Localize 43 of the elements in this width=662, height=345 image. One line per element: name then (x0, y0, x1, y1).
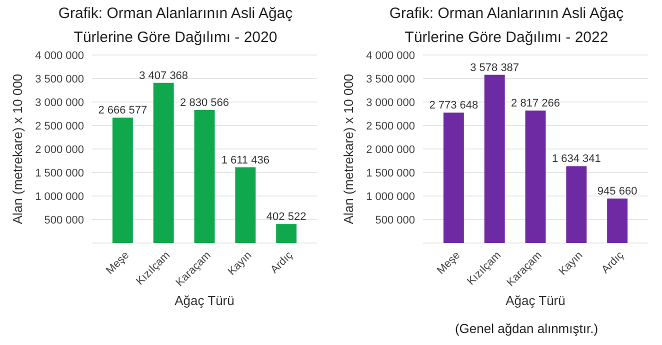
x-axis-title: Ağaç Türü (174, 293, 234, 308)
data-label: 3 578 387 (470, 62, 520, 74)
y-tick-label: 3 000 000 (366, 96, 415, 109)
bar (153, 82, 174, 243)
data-label: 945 660 (597, 186, 638, 198)
y-tick-label: 2 000 000 (35, 144, 84, 156)
chart-title: Grafik: Orman Alanlarının Asli Ağaç Türlerine Göre Dağılımı - 2020 (58, 5, 294, 46)
data-label: 1 611 436 (221, 154, 270, 166)
y-tick-label: 1 500 000 (35, 167, 84, 180)
y-tick-label: 2 500 000 (366, 120, 415, 132)
bar (235, 167, 256, 243)
y-tick-label: 2 000 000 (366, 144, 415, 156)
data-label: 2 817 266 (511, 98, 560, 110)
data-label: 2 773 648 (429, 100, 478, 112)
y-tick-label: 4 000 000 (35, 50, 84, 62)
data-label: 2 666 577 (98, 104, 148, 117)
y-tick-label: 2 500 000 (35, 120, 84, 132)
y-tick-label: 3 500 000 (366, 73, 415, 86)
bar (443, 112, 464, 243)
y-tick-label: 1 000 000 (366, 190, 415, 203)
chart-title: Grafik: Orman Alanlarının Asli Ağaç Türlerine Göre Dağılımı - 2022 (389, 5, 624, 46)
y-axis-title: Alan (metrekare) x 10 000 (10, 74, 25, 224)
bar (525, 110, 546, 243)
y-tick-label: 500 000 (44, 214, 84, 226)
text: (Genel ağdan alınmıştır.) (454, 321, 598, 336)
y-tick-label: 1 000 000 (35, 190, 84, 203)
y-tick-label: 3 000 000 (35, 96, 84, 109)
y-axis-title: Alan (metrekare) x 10 000 (341, 74, 356, 224)
data-label: 3 407 368 (139, 70, 188, 82)
y-tick-label: 3 500 000 (35, 73, 84, 86)
bar (276, 224, 297, 243)
y-tick-label: 4 000 000 (366, 50, 415, 62)
x-axis-title: Ağaç Türü (506, 293, 566, 308)
data-label: 402 522 (266, 211, 306, 224)
y-tick-label: 1 500 000 (366, 167, 415, 180)
bar (112, 118, 133, 243)
bar (484, 74, 505, 243)
data-label: 1 634 341 (552, 153, 601, 166)
data-label: 2 830 566 (180, 96, 229, 109)
bar (194, 110, 215, 243)
bar (566, 166, 587, 243)
bar (607, 198, 628, 243)
y-tick-label: 500 000 (375, 214, 415, 226)
